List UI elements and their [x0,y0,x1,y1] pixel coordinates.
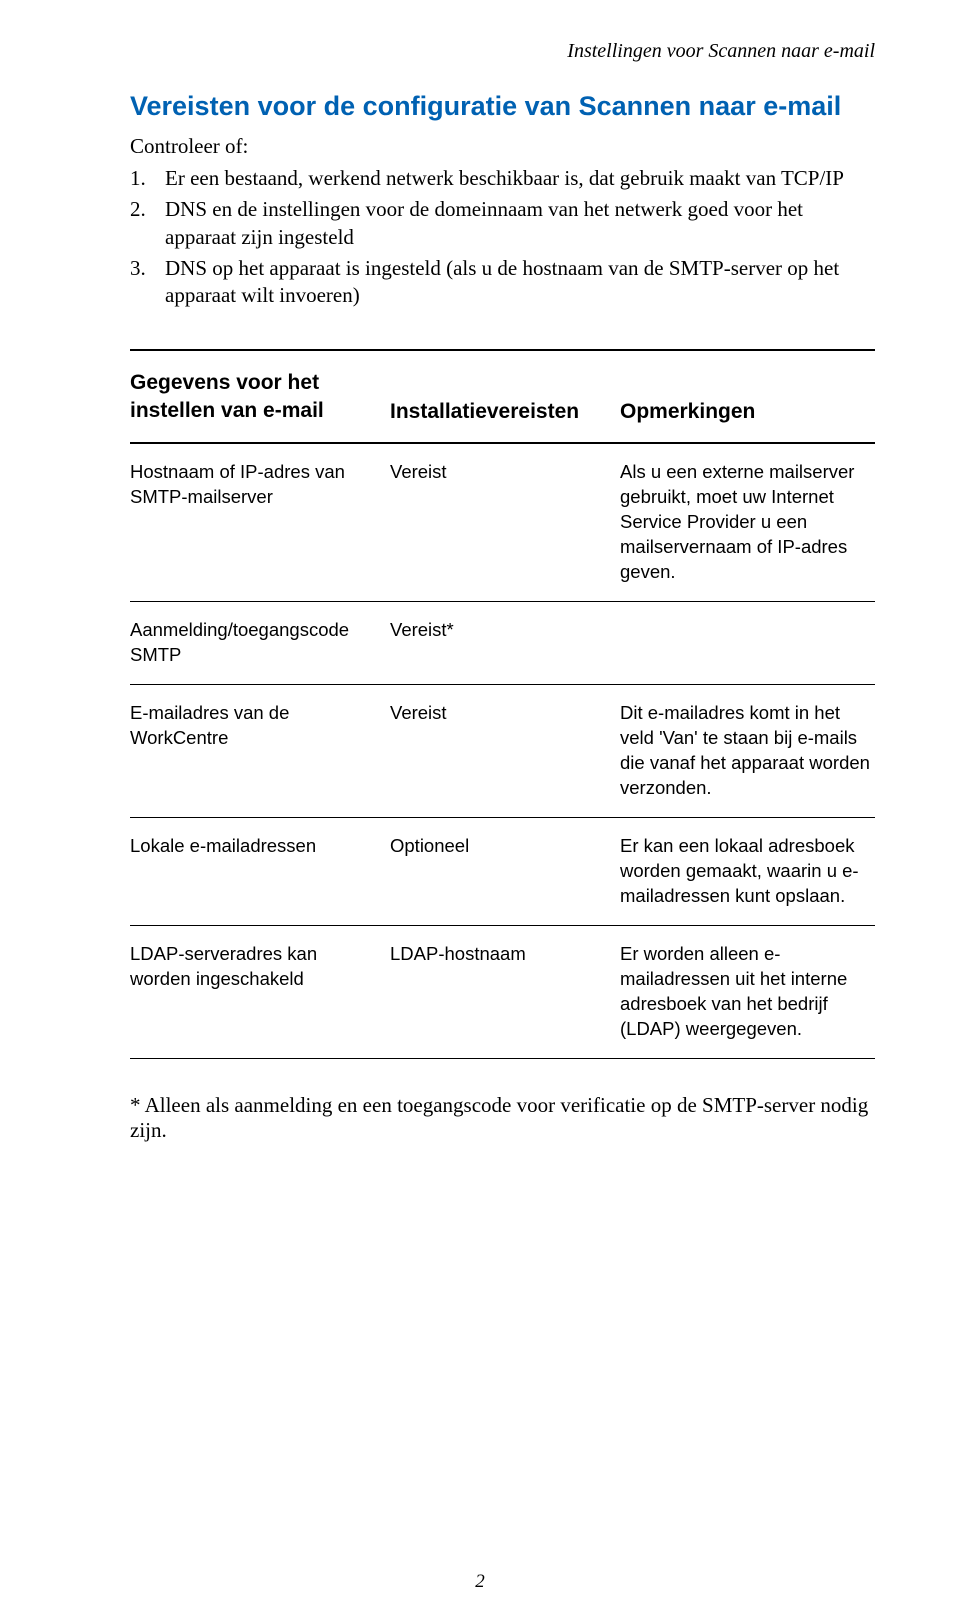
cell-requirement: Vereist [390,460,620,585]
list-text: DNS en de instellingen voor de domeinnaa… [165,196,875,251]
list-item: 1. Er een bestaand, werkend netwerk besc… [130,165,875,192]
running-header: Instellingen voor Scannen naar e-mail [130,40,875,63]
section-title: Vereisten voor de configuratie van Scann… [130,91,875,122]
table-row: Aanmelding/toegangscode SMTP Vereist* [130,602,875,685]
list-number: 2. [130,196,165,251]
cell-requirement: LDAP-hostnaam [390,942,620,1042]
col-header-2: Installatievereisten [390,369,620,424]
cell-requirement: Optioneel [390,834,620,909]
cell-label: Lokale e-mailadressen [130,834,390,909]
cell-requirement: Vereist [390,701,620,801]
table-row: Lokale e-mailadressen Optioneel Er kan e… [130,818,875,926]
list-number: 3. [130,255,165,310]
table-header: Gegevens voor het instellen van e-mail I… [130,351,875,444]
col-header-1: Gegevens voor het instellen van e-mail [130,369,390,424]
col-header-3: Opmerkingen [620,369,875,424]
cell-label: Aanmelding/toegangscode SMTP [130,618,390,668]
cell-notes: Als u een externe mailserver gebruikt, m… [620,460,875,585]
requirements-table: Gegevens voor het instellen van e-mail I… [130,349,875,1058]
cell-notes: Er kan een lokaal adresboek worden gemaa… [620,834,875,909]
list-item: 3. DNS op het apparaat is ingesteld (als… [130,255,875,310]
requirements-list: 1. Er een bestaand, werkend netwerk besc… [130,165,875,309]
table-row: Hostnaam of IP-adres van SMTP-mailserver… [130,444,875,602]
cell-requirement: Vereist* [390,618,620,668]
cell-notes: Dit e-mailadres komt in het veld 'Van' t… [620,701,875,801]
list-item: 2. DNS en de instellingen voor de domein… [130,196,875,251]
table-row: LDAP-serveradres kan worden ingeschakeld… [130,926,875,1059]
cell-notes: Er worden alleen e-mailadressen uit het … [620,942,875,1042]
footnote: * Alleen als aanmelding en een toegangsc… [130,1093,875,1143]
cell-notes [620,618,875,668]
cell-label: Hostnaam of IP-adres van SMTP-mailserver [130,460,390,585]
list-text: Er een bestaand, werkend netwerk beschik… [165,165,875,192]
header-line: Gegevens voor het [130,371,319,394]
header-line: instellen van e-mail [130,399,324,422]
page-number: 2 [0,1571,960,1593]
list-text: DNS op het apparaat is ingesteld (als u … [165,255,875,310]
cell-label: E-mailadres van de WorkCentre [130,701,390,801]
intro-text: Controleer of: [130,134,875,159]
cell-label: LDAP-serveradres kan worden ingeschakeld [130,942,390,1042]
table-row: E-mailadres van de WorkCentre Vereist Di… [130,685,875,818]
list-number: 1. [130,165,165,192]
